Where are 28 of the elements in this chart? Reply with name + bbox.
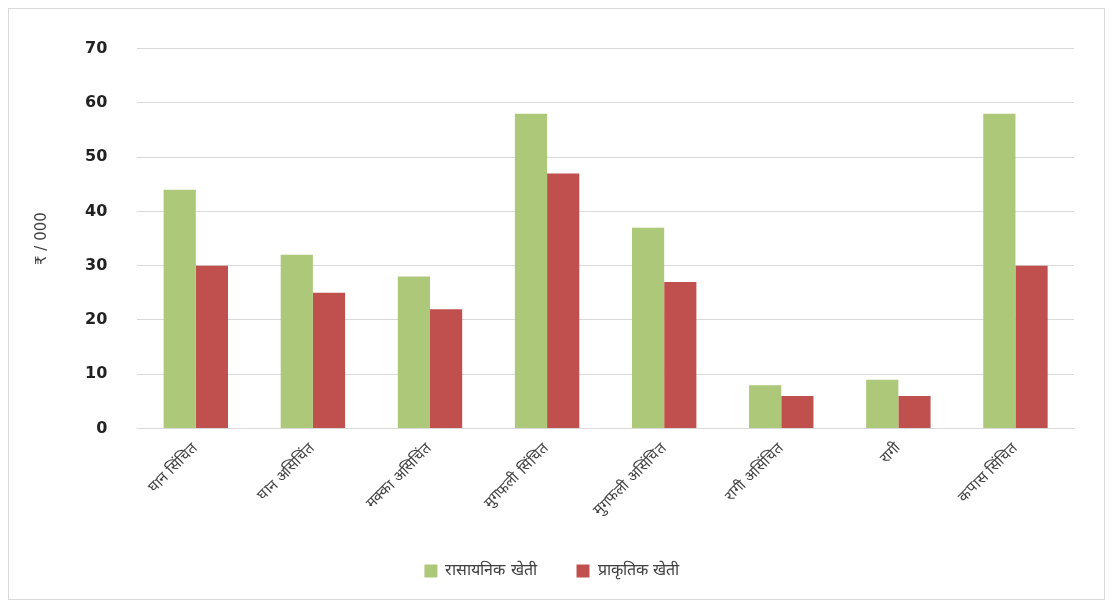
y-axis-title: ₹ / 000 xyxy=(31,212,50,265)
x-tick-label: रागी xyxy=(875,438,905,468)
y-tick-label: 30 xyxy=(85,254,108,274)
y-tick-label: 70 xyxy=(85,37,108,57)
bar xyxy=(397,276,430,429)
bar xyxy=(312,292,346,429)
y-tick-label: 60 xyxy=(85,92,108,112)
bar xyxy=(898,395,931,429)
legend-label: प्राकृतिक खेती xyxy=(597,560,680,581)
bar xyxy=(749,385,782,429)
bar xyxy=(631,227,665,429)
bar xyxy=(983,113,1016,429)
y-tick-label: 50 xyxy=(85,146,108,166)
bar xyxy=(1015,265,1048,429)
legend-label: रासायनिक खेती xyxy=(445,560,538,580)
bar xyxy=(514,113,548,429)
bar xyxy=(547,173,580,429)
y-tick-label: 20 xyxy=(85,309,108,329)
bar xyxy=(280,254,313,429)
bar xyxy=(430,309,463,429)
y-tick-label: 0 xyxy=(96,417,108,437)
bar xyxy=(866,379,899,429)
bar xyxy=(781,395,814,429)
y-tick-label: 10 xyxy=(85,363,108,383)
y-tick-label: 40 xyxy=(85,200,108,220)
bar xyxy=(195,265,229,429)
bar xyxy=(664,282,697,429)
bar xyxy=(163,189,196,429)
